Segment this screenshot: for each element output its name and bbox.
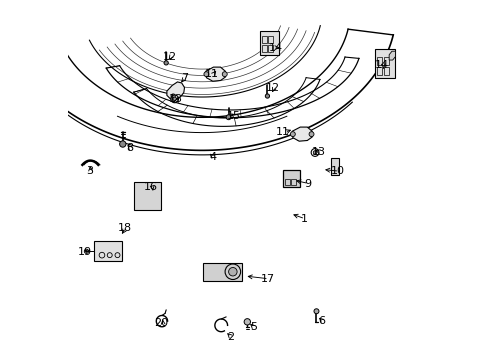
Circle shape (164, 61, 168, 65)
Text: 2: 2 (226, 332, 233, 342)
Text: 11: 11 (204, 69, 219, 79)
Bar (285, 179, 289, 185)
Circle shape (313, 309, 318, 314)
Text: 1: 1 (300, 214, 307, 224)
Text: 14: 14 (374, 60, 388, 70)
Circle shape (265, 94, 269, 98)
Text: 12: 12 (163, 51, 177, 62)
Text: 15: 15 (226, 112, 241, 121)
Text: 3: 3 (86, 166, 93, 176)
Polygon shape (166, 82, 184, 100)
Bar (283, 170, 300, 187)
Text: 17: 17 (260, 274, 274, 284)
Text: 14: 14 (269, 43, 283, 53)
Bar (376, 57, 381, 65)
Text: 9: 9 (304, 179, 311, 189)
Text: 4: 4 (209, 152, 216, 162)
Bar (93, 241, 122, 261)
Circle shape (120, 141, 126, 147)
Bar (259, 31, 279, 55)
Circle shape (313, 151, 316, 154)
Text: 7: 7 (181, 73, 188, 83)
Bar (384, 57, 388, 65)
Bar (376, 67, 381, 75)
Bar (384, 67, 388, 75)
Circle shape (228, 267, 237, 276)
Bar (330, 158, 338, 175)
Circle shape (85, 250, 87, 252)
Circle shape (171, 94, 175, 98)
Text: 13: 13 (168, 94, 183, 104)
Text: 20: 20 (154, 318, 168, 328)
Text: 11: 11 (276, 127, 290, 138)
Polygon shape (205, 67, 225, 81)
Text: 18: 18 (117, 222, 131, 233)
Text: 16: 16 (143, 182, 158, 192)
Bar (268, 36, 273, 43)
Bar (291, 179, 296, 185)
Circle shape (225, 115, 231, 120)
Text: 10: 10 (330, 166, 344, 176)
Circle shape (308, 132, 313, 136)
Bar (261, 36, 266, 43)
Circle shape (222, 72, 227, 77)
Circle shape (244, 319, 250, 325)
Text: 12: 12 (265, 83, 279, 93)
Bar (261, 45, 266, 52)
Text: 8: 8 (126, 143, 133, 153)
Text: 6: 6 (318, 316, 325, 326)
Bar (134, 182, 161, 210)
Polygon shape (291, 127, 312, 141)
Polygon shape (388, 51, 395, 60)
Bar (203, 263, 241, 280)
Text: 5: 5 (249, 323, 256, 333)
Circle shape (173, 97, 176, 100)
Text: 19: 19 (78, 247, 92, 257)
Circle shape (203, 72, 208, 77)
Text: 13: 13 (311, 147, 325, 157)
Circle shape (290, 132, 295, 136)
Bar (268, 45, 273, 52)
Bar (374, 49, 395, 78)
